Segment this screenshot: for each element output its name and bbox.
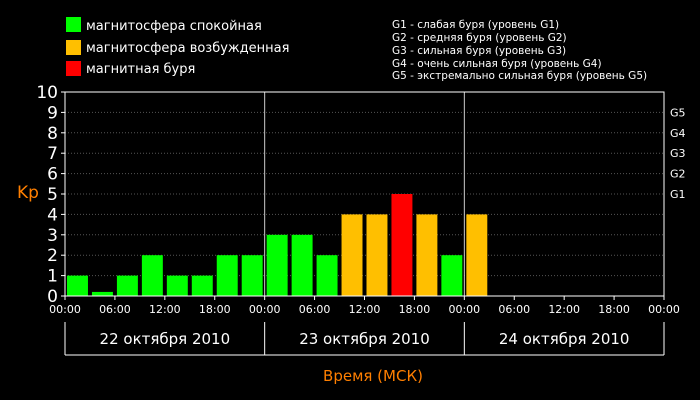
storm-level-g4: G4 - очень сильная буря (уровень G4) (392, 58, 602, 70)
y-tick-label: 4 (47, 205, 58, 225)
legend-storm-swatch (66, 61, 81, 76)
kp-bar (291, 234, 313, 296)
storm-levels: G1 - слабая буря (уровень G1) G2 - средн… (392, 19, 647, 82)
kp-bar (191, 275, 213, 296)
kp-bar (391, 194, 413, 296)
kp-bar (466, 214, 488, 296)
y-tick-label: 7 (47, 144, 58, 164)
y-tick-label: 2 (47, 246, 58, 266)
kp-bar (116, 275, 138, 296)
kp-bar (141, 255, 163, 296)
y-tick-label: 8 (47, 124, 58, 144)
x-ticks: 00:00 06:00 12:00 18:00 00:00 06:00 12:00 18:00… (49, 296, 680, 316)
y-tick-label: 1 (47, 267, 58, 287)
y-tick-label: 6 (47, 165, 58, 185)
day-labels: 22 октября 2010 23 октября 2010 24 октября… (64, 322, 665, 356)
x-tick-label: 00:00 (448, 303, 480, 316)
legend-disturbed-swatch (66, 40, 81, 55)
x-tick-label: 00:00 (249, 303, 281, 316)
g-tick-label: G3 (670, 147, 686, 160)
x-tick-label: 18:00 (399, 303, 431, 316)
storm-level-g2: G2 - средняя буря (уровень G2) (392, 32, 567, 44)
g-tick-label: G2 (670, 168, 686, 181)
day-label: 24 октября 2010 (499, 330, 630, 348)
y-tick-label: 0 (47, 287, 58, 307)
kp-bar (241, 255, 263, 296)
legend-quiet-label: магнитосфера спокойная (86, 19, 262, 34)
kp-bar (166, 275, 188, 296)
y-tick-label: 10 (36, 83, 58, 103)
g-tick-label: G5 (670, 106, 686, 119)
storm-level-g3: G3 - сильная буря (уровень G3) (392, 45, 566, 57)
x-tick-label: 12:00 (349, 303, 381, 316)
x-tick-label: 00:00 (49, 303, 81, 316)
y-axis-label: Kp (17, 183, 39, 203)
bars (67, 194, 488, 296)
x-tick-label: 06:00 (299, 303, 331, 316)
kp-bar (341, 214, 363, 296)
g-ticks: G1 G2 G3 G4 G5 (670, 106, 686, 201)
kp-bar (416, 214, 438, 296)
day-label: 23 октября 2010 (299, 330, 430, 348)
kp-bar (441, 255, 463, 296)
x-tick-label: 18:00 (598, 303, 630, 316)
day-label: 22 октября 2010 (100, 330, 231, 348)
g-tick-label: G4 (670, 127, 686, 140)
x-axis-label: Время (МСК) (323, 367, 423, 385)
grid (65, 92, 664, 296)
kp-bar (91, 291, 113, 296)
legend-disturbed-label: магнитосфера возбужденная (86, 41, 289, 56)
x-tick-label: 06:00 (99, 303, 131, 316)
x-tick-label: 12:00 (548, 303, 580, 316)
legend: магнитосфера спокойная магнитосфера возб… (66, 17, 289, 77)
y-tick-label: 3 (47, 226, 58, 246)
x-tick-label: 06:00 (498, 303, 530, 316)
kp-bar (67, 275, 88, 296)
x-tick-label: 00:00 (648, 303, 680, 316)
storm-level-g5: G5 - экстремально сильная буря (уровень … (392, 70, 647, 82)
y-tick-label: 9 (47, 103, 58, 123)
x-tick-label: 18:00 (199, 303, 231, 316)
y-tick-label: 5 (47, 185, 58, 205)
kp-bar (216, 255, 238, 296)
g-tick-label: G1 (670, 188, 686, 201)
legend-quiet-swatch (66, 17, 81, 32)
x-tick-label: 12:00 (149, 303, 181, 316)
kp-bar (266, 234, 288, 296)
kp-bar (316, 255, 338, 296)
kp-bar (366, 214, 388, 296)
legend-storm-label: магнитная буря (86, 62, 195, 77)
storm-level-g1: G1 - слабая буря (уровень G1) (392, 19, 559, 31)
